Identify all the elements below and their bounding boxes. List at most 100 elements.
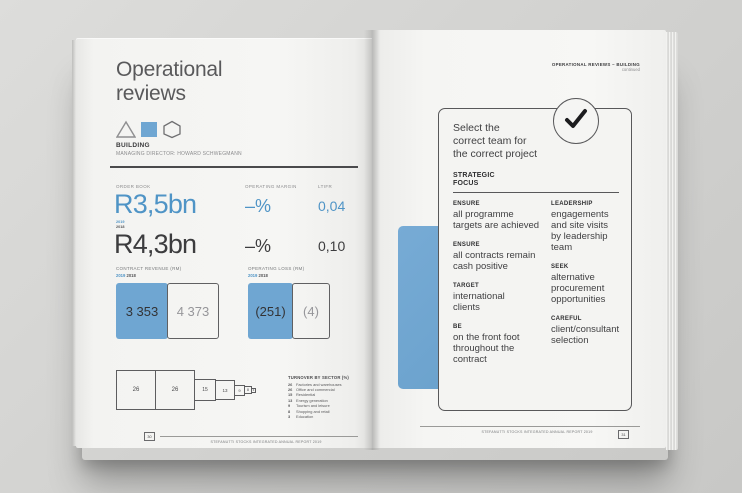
turnover-treemap: 26 26 15 13 9 8 3 — [116, 368, 256, 412]
turnover-legend: TURNOVER BY SECTOR (%) 26 Factories and w… — [288, 375, 368, 419]
legend-row: 26 Factories and warehouses — [288, 382, 368, 387]
focus-keyword: ENSURE — [453, 242, 480, 248]
focus-column-left: ENSURE all programme targets are achieve… — [453, 201, 551, 376]
left-page-number-value: 30 — [147, 434, 152, 439]
page-title-line1: Operational — [116, 58, 223, 81]
operating-loss-years: 2019 2018 — [248, 273, 268, 278]
treemap-value: 8 — [247, 388, 249, 392]
turnover-legend-title: TURNOVER BY SECTOR (%) — [288, 375, 350, 380]
focus-column-right: LEADERSHIP engagements and site visits b… — [551, 201, 620, 376]
kpi-operating-margin-2018: –% — [245, 236, 272, 256]
legend-row: 9 Tourism and leisure — [288, 403, 368, 408]
legend-label: Office and commercial — [296, 386, 335, 392]
right-page-number-value: 31 — [621, 432, 626, 437]
triangle-icon — [115, 120, 137, 144]
focus-text: international clients — [453, 291, 505, 313]
kpi-header-operating-margin: OPERATING MARGIN — [245, 184, 297, 189]
legend-label: Shopping and retail — [296, 408, 330, 414]
kpi-header-order-book: ORDER BOOK — [116, 184, 151, 189]
focus-keyword: CAREFUL — [551, 316, 582, 322]
treemap-box: 13 — [215, 380, 235, 400]
contract-revenue-2019-box: 3 353 — [116, 283, 168, 339]
contract-revenue-year-2018: 2018 — [126, 273, 136, 278]
strategic-focus-title: STRATEGIC FOCUS — [453, 172, 495, 187]
focus-columns: ENSURE all programme targets are achieve… — [453, 201, 620, 376]
focus-item: CAREFUL client/consultant selection — [551, 316, 620, 346]
square-icon — [140, 120, 158, 144]
focus-keyword: ENSURE — [453, 201, 480, 207]
strategic-focus-rule — [453, 192, 619, 193]
treemap-value: 26 — [132, 387, 140, 393]
operating-loss-year-2019: 2019 — [248, 273, 258, 278]
treemap-value: 9 — [238, 387, 241, 393]
section-rule — [110, 166, 358, 168]
operating-loss-2019-box: (251) — [248, 283, 293, 339]
legend-value: 13 — [288, 397, 293, 403]
check-icon — [563, 108, 589, 135]
treemap-box: 15 — [194, 379, 216, 401]
focus-text: client/consultant selection — [551, 324, 620, 346]
focus-item: ENSURE all programme targets are achieve… — [453, 201, 551, 231]
operating-loss-year-2018: 2018 — [258, 273, 268, 278]
kpi-header-ltifr: LTIFR — [318, 184, 333, 189]
legend-value: 8 — [288, 408, 291, 414]
operating-loss-2018-value: (4) — [303, 303, 319, 319]
contract-revenue-year-2019: 2019 — [116, 273, 126, 278]
focus-text: all contracts remain cash positive — [453, 250, 536, 272]
contract-revenue-2018-value: 4 373 — [176, 303, 210, 319]
legend-value: 26 — [288, 386, 293, 392]
running-header-title: OPERATIONAL REVIEWS – BUILDING — [551, 62, 640, 67]
kpi-ltifr-2018: 0,10 — [318, 238, 346, 254]
left-page: Operational reviews BUILDING MANAGING DI… — [76, 38, 372, 448]
callout-line1: Select the — [453, 122, 500, 134]
focus-text: alternative procurement opportunities — [551, 272, 606, 305]
left-page-edge — [72, 40, 76, 446]
page-title: Operational reviews — [116, 58, 256, 106]
operating-loss-2019-value: (251) — [255, 303, 286, 319]
kpi-year-2019: 2019 — [116, 220, 125, 224]
focus-item: LEADERSHIP engagements and site visits b… — [551, 201, 617, 253]
right-footer-rule — [420, 426, 640, 427]
kpi-ltifr-2019: 0,04 — [318, 198, 346, 214]
legend-row: 26 Office and commercial — [288, 387, 368, 392]
callout-text: Select the correct team for the correct … — [453, 122, 617, 161]
focus-item: TARGET international clients — [453, 283, 551, 313]
kpi-order-book-2019: R3,5bn — [114, 189, 197, 219]
hexagon-icon — [162, 120, 182, 144]
legend-row: 3 Education — [288, 414, 368, 419]
legend-label: Residential — [296, 392, 316, 398]
treemap-value: 15 — [202, 387, 208, 393]
callout-line2: correct team for — [453, 135, 527, 147]
treemap-value: 3 — [252, 388, 255, 392]
left-footer-imprint: STEFANUTTI STOCKS INTEGRATED ANNUAL REPO… — [210, 440, 322, 444]
managing-director: MANAGING DIRECTOR: HOWARD SCHWEGMANN — [116, 151, 242, 157]
legend-row: 8 Shopping and retail — [288, 409, 368, 414]
treemap-box: 3 — [251, 387, 256, 393]
contract-revenue-years: 2019 2018 — [116, 273, 136, 278]
division-shape-icons — [115, 120, 182, 144]
treemap-value: 26 — [171, 387, 179, 393]
legend-value: 26 — [288, 381, 293, 387]
operating-loss-label: OPERATING LOSS (RM) — [248, 266, 305, 271]
legend-row: 15 Residential — [288, 392, 368, 397]
page-stack-edges — [666, 32, 678, 450]
kpi-order-book-2018: R4,3bn — [114, 229, 197, 259]
contract-revenue-2018-box: 4 373 — [167, 283, 219, 339]
focus-text: engagements and site visits by leadershi… — [551, 209, 609, 253]
focus-keyword: SEEK — [551, 264, 569, 270]
legend-label: Tourism and leisure — [296, 403, 330, 409]
open-report-spread: Operational reviews BUILDING MANAGING DI… — [72, 30, 678, 454]
check-circle — [553, 98, 599, 144]
left-page-number: 30 — [144, 432, 155, 441]
treemap-box: 26 — [116, 370, 156, 410]
legend-value: 9 — [288, 403, 291, 409]
kpi-year-labels: 2019 2018 — [116, 220, 124, 230]
legend-row: 13 Energy generation — [288, 398, 368, 403]
right-page-number: 31 — [618, 430, 629, 439]
running-header: OPERATIONAL REVIEWS – BUILDING continued — [552, 62, 640, 72]
treemap-box: 26 — [155, 370, 195, 410]
operating-loss-2018-box: (4) — [292, 283, 330, 339]
focus-text: all programme targets are achieved — [453, 209, 540, 231]
contract-revenue-label: CONTRACT REVENUE (RM) — [116, 266, 182, 271]
